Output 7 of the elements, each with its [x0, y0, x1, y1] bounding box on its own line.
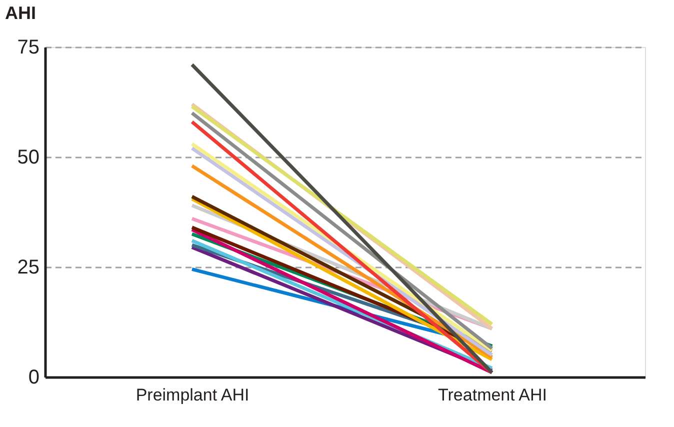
y-tick-label: 50	[17, 146, 40, 168]
x-tick-label: Preimplant AHI	[136, 386, 250, 404]
y-tick-label: 25	[17, 256, 40, 278]
y-tick-label: 0	[28, 366, 40, 388]
y-tick-label: 75	[17, 36, 40, 58]
x-tick-label: Treatment AHI	[438, 386, 547, 404]
y-axis-title: AHI	[5, 3, 36, 23]
